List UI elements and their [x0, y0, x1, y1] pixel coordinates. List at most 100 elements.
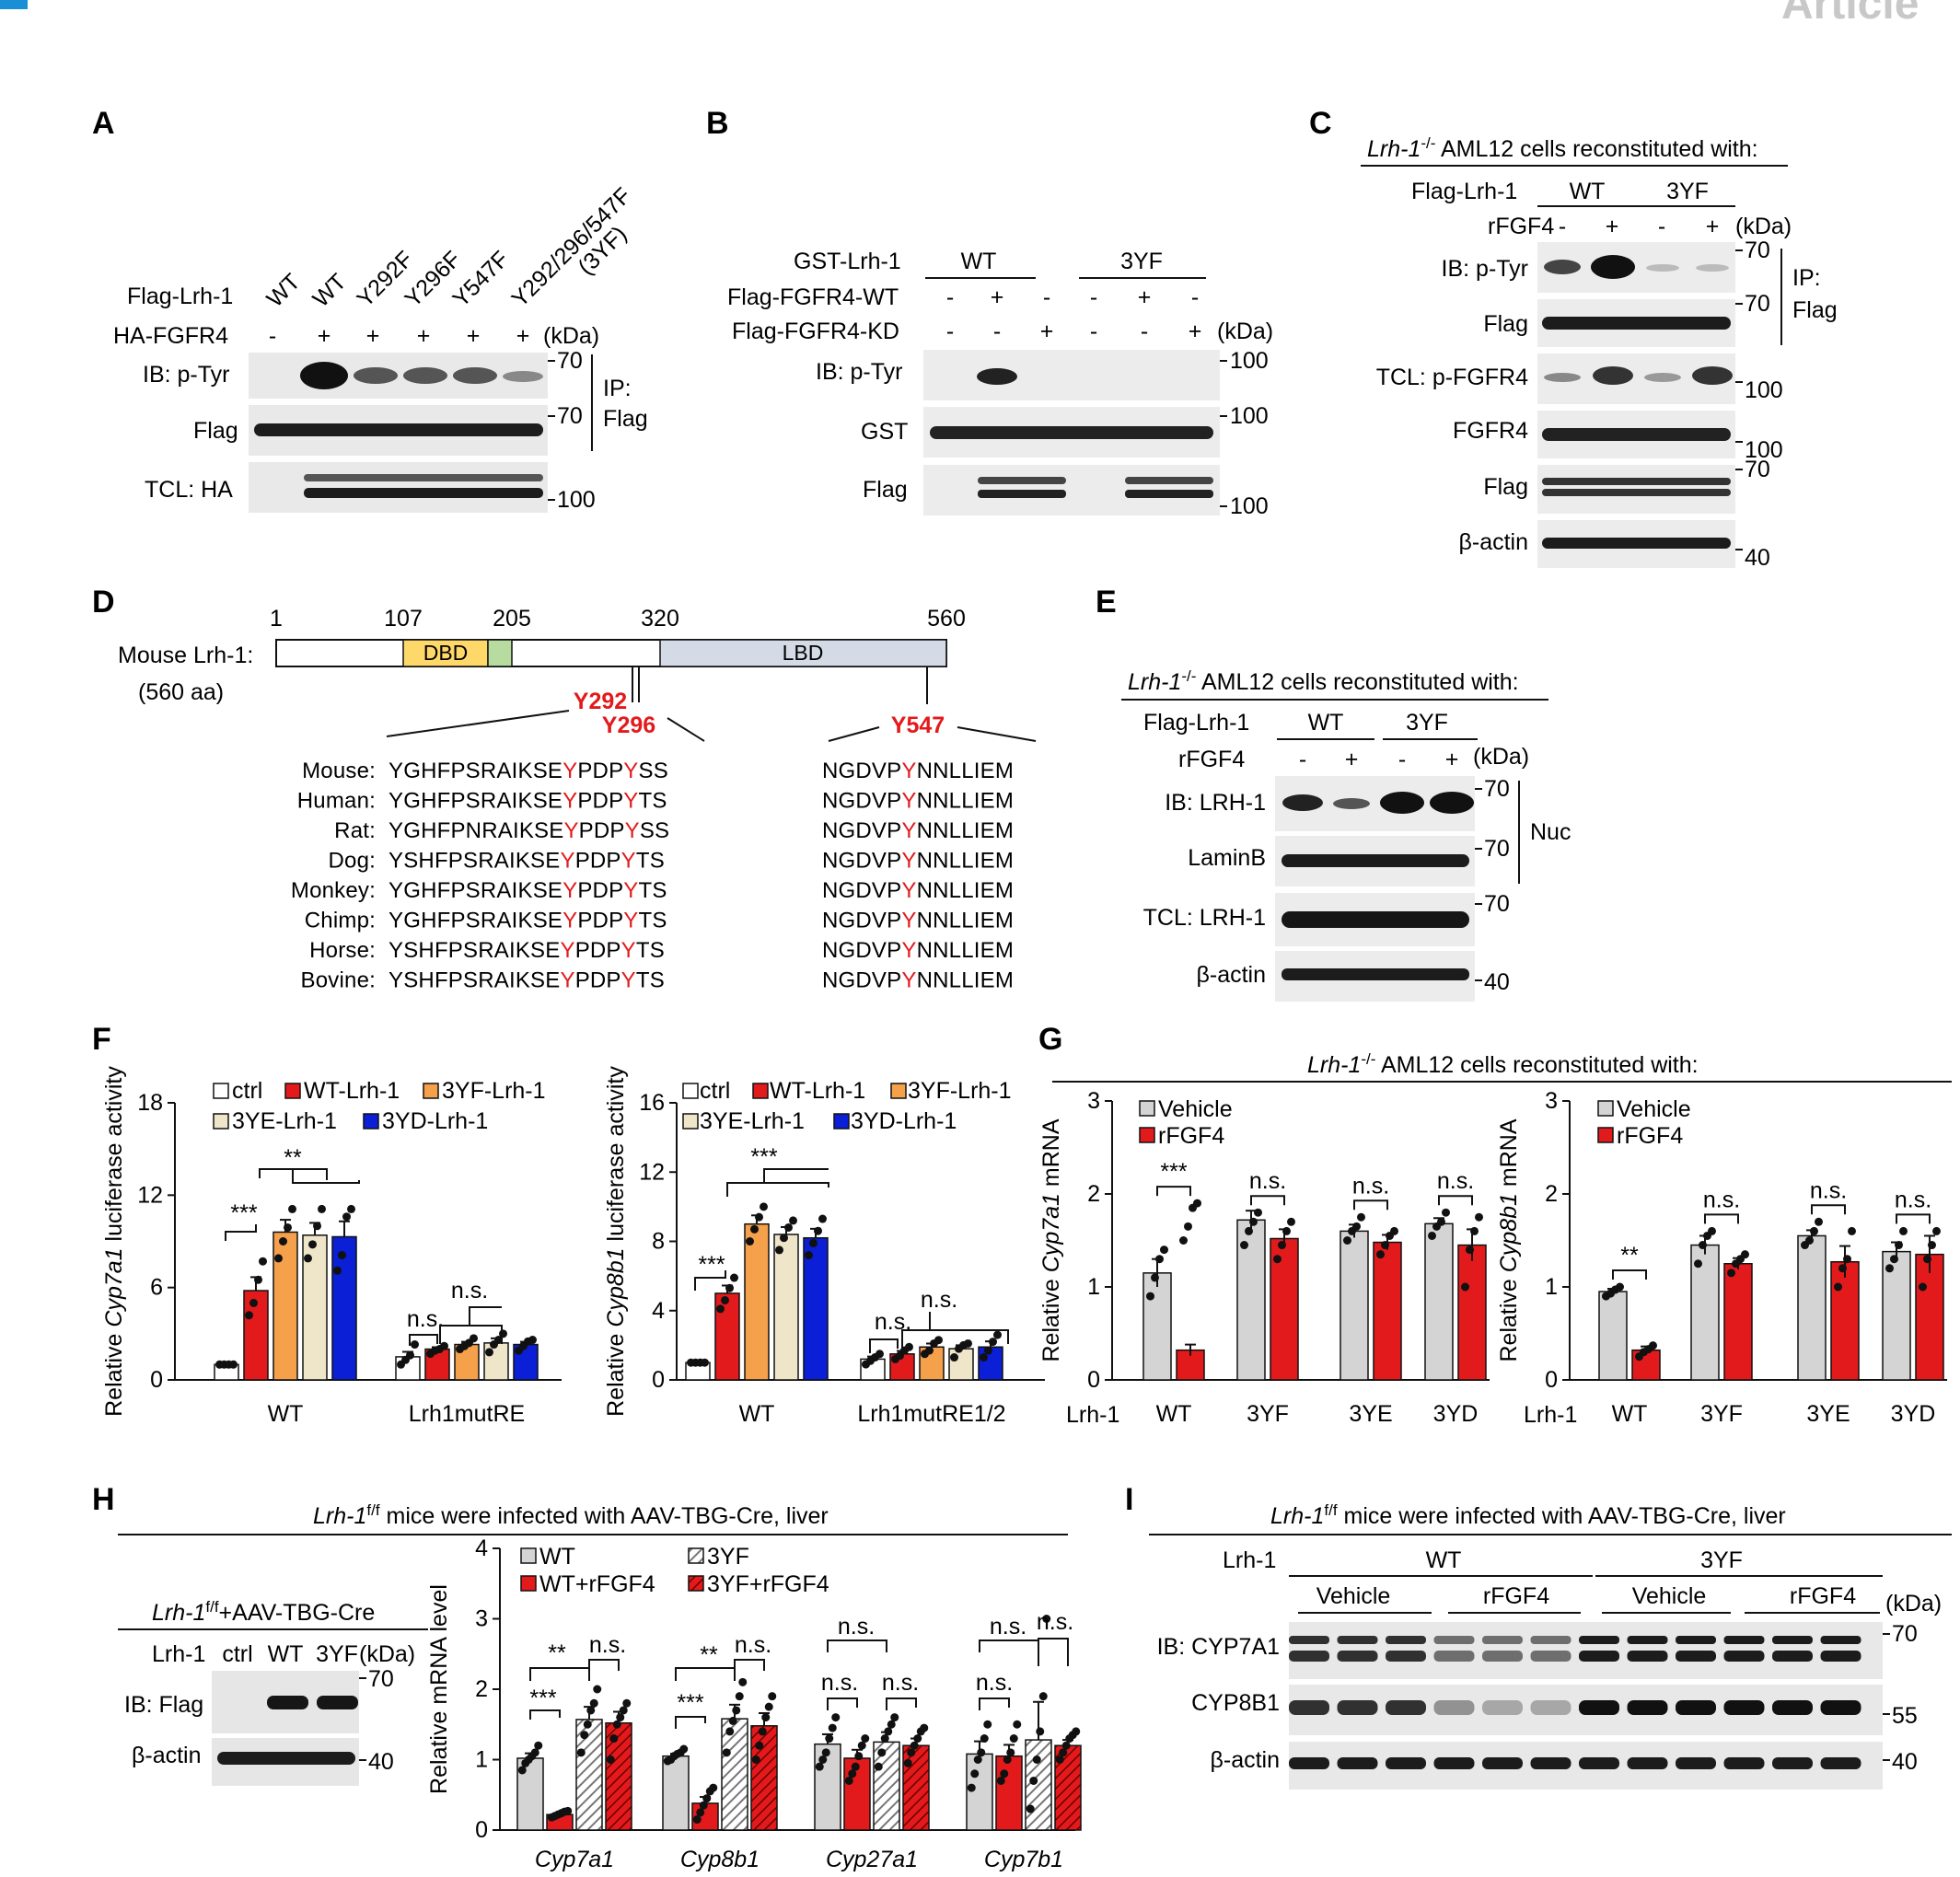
y-tick-label: 3: [475, 1606, 488, 1632]
data-point: [1381, 1241, 1389, 1250]
panel-d-letter: D: [92, 585, 115, 620]
legend-f1-3yd: 3YD-Lrh-1: [382, 1108, 488, 1134]
legend-f2-wt: WT-Lrh-1: [770, 1078, 865, 1104]
band: [1544, 260, 1581, 274]
band: [1433, 1700, 1475, 1715]
data-point: [1357, 1212, 1365, 1222]
data-point: [984, 1346, 992, 1355]
panel-c-marker: 70: [1745, 457, 1770, 482]
bar: [873, 1741, 900, 1831]
band: [1723, 1757, 1765, 1769]
band: [1723, 1700, 1765, 1715]
y-tick-label: 12: [639, 1159, 665, 1185]
data-point: [1240, 1241, 1248, 1250]
data-point: [725, 1727, 735, 1736]
band: [1337, 1700, 1378, 1715]
panel-a-lane-label: WT: [307, 269, 351, 312]
x-group-label: 3YF: [1247, 1401, 1289, 1427]
legend-f2-3ye: 3YE-Lrh-1: [700, 1108, 805, 1134]
data-point: [848, 1769, 857, 1779]
sequence-lbd-region: YSHFPSRAIKSEYPDPYTS: [389, 849, 665, 874]
bar: [814, 1743, 841, 1831]
y-tick-label: 8: [652, 1229, 665, 1255]
panel-b-blot-label: IB: p-Tyr: [816, 359, 902, 385]
panel-a-sign: +: [516, 323, 530, 349]
sequence-lbd-region: YGHFPSRAIKSEYPDPYTS: [389, 789, 667, 814]
bar: [605, 1721, 632, 1831]
sig-bracket: [901, 1312, 1009, 1349]
panel-i-group: 3YF: [1700, 1547, 1743, 1573]
data-point: [1843, 1255, 1851, 1264]
bar: [1142, 1272, 1172, 1381]
legend-g1-vehicle: Vehicle: [1158, 1096, 1233, 1122]
panel-b-group: WT: [961, 249, 997, 274]
panel-c-marker: 70: [1745, 238, 1770, 263]
panel-a-marker: 70: [557, 348, 583, 374]
data-point: [1932, 1226, 1941, 1235]
band: [217, 1752, 355, 1765]
panel-c-blot-label: β-actin: [1458, 529, 1528, 555]
data-point: [606, 1755, 615, 1764]
band: [1386, 1636, 1426, 1644]
band: [1282, 968, 1469, 980]
panel-c-title: Lrh-1-/- AML12 cells reconstituted with:: [1367, 134, 1758, 162]
data-point: [880, 1734, 889, 1744]
sig-bracket: [827, 1697, 858, 1710]
data-point: [1475, 1212, 1483, 1222]
sequence-y547-region: NGDVPYNNLLIEM: [822, 789, 1014, 814]
panel-b-sign: +: [1189, 319, 1202, 344]
bar: [948, 1348, 974, 1381]
sig-bracket: [1353, 1199, 1388, 1211]
bar: [1025, 1739, 1052, 1831]
panel-i-blot-label: β-actin: [1210, 1747, 1280, 1773]
panel-h-marker: 70: [368, 1666, 394, 1692]
data-point: [780, 1234, 788, 1243]
panel-e-marker: 70: [1484, 891, 1510, 917]
band: [1820, 1636, 1861, 1644]
y-tick-label: 6: [150, 1275, 163, 1301]
panel-i-subgroup: Vehicle: [1632, 1583, 1707, 1609]
panel-i-row-label: Lrh-1: [1223, 1547, 1276, 1573]
bar: [1457, 1244, 1487, 1381]
data-point: [1032, 1755, 1041, 1764]
panel-b-sign: +: [1138, 284, 1152, 310]
panel-c-sign: +: [1606, 214, 1619, 239]
data-point: [1009, 1734, 1018, 1744]
data-point: [534, 1741, 543, 1750]
band: [930, 426, 1213, 439]
panel-a-marker: 70: [557, 403, 583, 429]
data-point: [903, 1758, 912, 1767]
panel-h-lane: ctrl: [222, 1641, 252, 1667]
data-point: [1461, 1282, 1469, 1292]
sig-bracket: [1156, 1186, 1191, 1197]
panel-i-group: WT: [1426, 1547, 1462, 1573]
data-point: [1923, 1255, 1931, 1264]
data-point: [746, 1237, 754, 1246]
data-point: [1249, 1217, 1258, 1226]
data-point: [1160, 1246, 1168, 1255]
y-tick-label: 4: [652, 1298, 665, 1324]
bar: [662, 1755, 690, 1831]
data-point: [750, 1224, 759, 1234]
data-point: [738, 1677, 748, 1686]
panel-a-sign: +: [318, 323, 331, 349]
sequence-y547-region: NGDVPYNNLLIEM: [822, 909, 1014, 933]
bar: [1915, 1253, 1944, 1381]
sig-bracket: [529, 1667, 590, 1681]
sig-bracket: [225, 1224, 257, 1241]
panel-e-marker: 70: [1484, 836, 1510, 862]
data-point: [612, 1720, 621, 1729]
data-point: [809, 1238, 818, 1247]
data-point: [907, 1748, 916, 1757]
panel-d-site: Y292: [574, 689, 627, 714]
data-point: [1708, 1226, 1716, 1235]
data-point: [1059, 1748, 1068, 1757]
x-group-label: WT: [739, 1401, 775, 1427]
data-point: [716, 1304, 725, 1314]
panel-h-letter: H: [92, 1482, 115, 1517]
data-point: [828, 1723, 837, 1732]
data-point: [1466, 1246, 1474, 1255]
panel-c-ip: IP:: [1792, 265, 1821, 291]
band: [1282, 794, 1323, 811]
band: [1337, 1757, 1378, 1769]
